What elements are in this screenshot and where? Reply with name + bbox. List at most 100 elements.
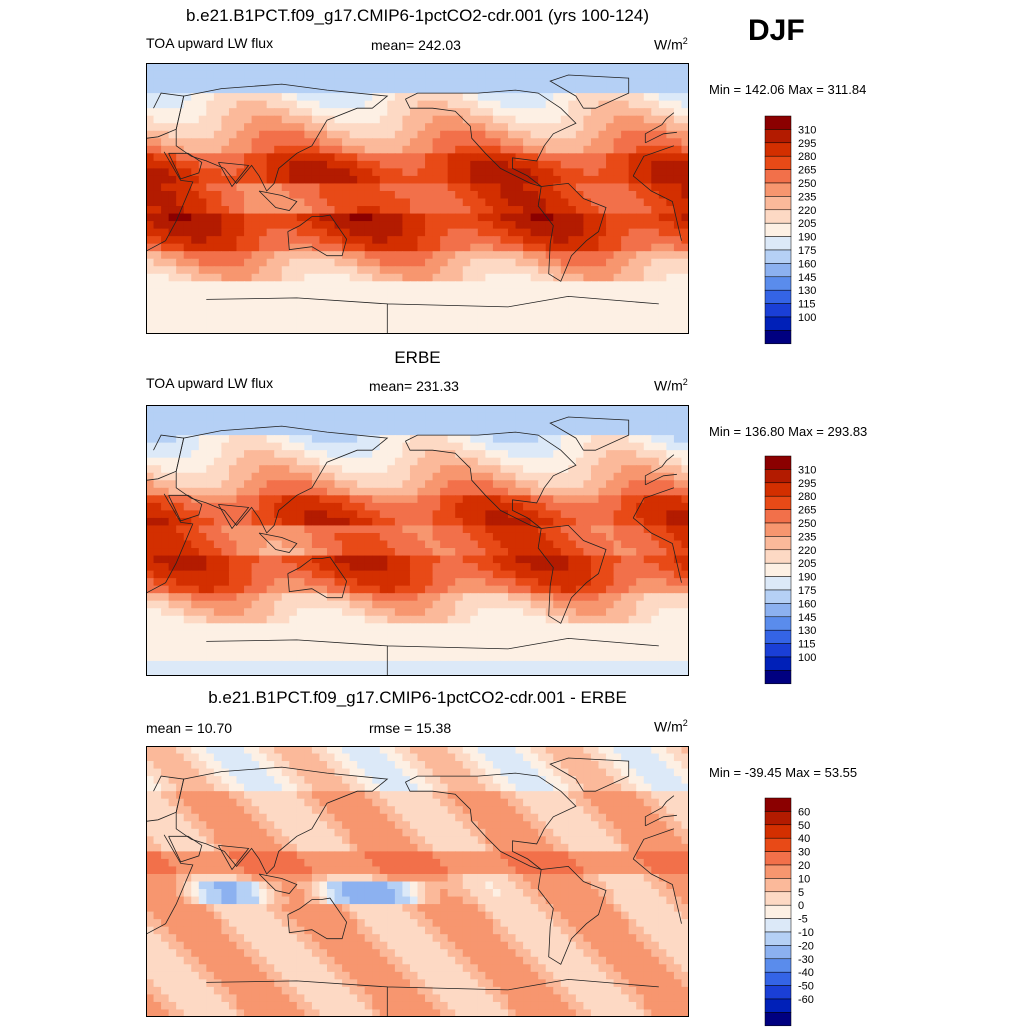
panel-1-mean: mean= 242.03 xyxy=(371,37,461,53)
colorbar-tick-label: 190 xyxy=(798,572,816,584)
colorbar-tick-label: 60 xyxy=(798,806,810,818)
colorbar-tick-label: -5 xyxy=(798,914,808,926)
colorbar-tick-label: 160 xyxy=(798,258,816,270)
coastline xyxy=(146,145,682,252)
colorbar-tick-label: 175 xyxy=(798,245,816,257)
colorbar-swatch xyxy=(764,945,792,960)
colorbar-tick-label: 130 xyxy=(798,285,816,297)
season-label: DJF xyxy=(748,14,805,47)
colorbar-tick-label: 20 xyxy=(798,860,810,872)
colorbar-swatch xyxy=(764,209,792,224)
coastline xyxy=(206,978,659,1017)
panel-3-units: W/m2 xyxy=(654,718,688,735)
colorbar-swatch xyxy=(764,643,792,658)
coastline xyxy=(218,504,250,530)
colorbar-tick-label: 115 xyxy=(798,639,816,651)
colorbar-swatch xyxy=(764,155,792,170)
colorbar-swatch xyxy=(764,115,792,130)
panel-2-title: ERBE xyxy=(394,348,441,367)
colorbar-swatch xyxy=(764,522,792,537)
coastline xyxy=(287,214,348,257)
panel-1-colorbar: 310 295 280 265 250 235 220 205 190 175 160 145 130 1… xyxy=(764,115,845,346)
panel-2-colorbar: 310 295 280 265 250 235 220 205 190 175 160 145 130 1… xyxy=(764,455,845,686)
colorbar-swatch xyxy=(764,182,792,197)
colorbar-swatch xyxy=(764,482,792,497)
colorbar-tick-label: -50 xyxy=(798,981,814,993)
colorbar-tick-label: 175 xyxy=(798,585,816,597)
colorbar-swatch xyxy=(764,797,792,812)
colorbar-swatch xyxy=(764,549,792,564)
colorbar-tick-label: 160 xyxy=(798,598,816,610)
colorbar-tick-label: 145 xyxy=(798,272,816,284)
panel-2-mean: mean= 231.33 xyxy=(369,378,459,394)
colorbar-tick-label: 220 xyxy=(798,545,816,557)
colorbar-swatch xyxy=(764,129,792,144)
colorbar-swatch xyxy=(764,142,792,157)
panel-1-title: b.e21.B1PCT.f09_g17.CMIP6-1pctCO2-cdr.00… xyxy=(185,6,650,25)
colorbar-swatch xyxy=(764,851,792,866)
colorbar-tick-label: 190 xyxy=(798,232,816,244)
colorbar-tick-label: 50 xyxy=(798,820,810,832)
colorbar-tick-label: 280 xyxy=(798,491,816,503)
coastline xyxy=(287,556,348,599)
colorbar-swatch xyxy=(764,629,792,644)
colorbar-swatch xyxy=(764,276,792,291)
coastline xyxy=(258,190,298,211)
panel-1-min-max: Min = 142.06 Max = 311.84 xyxy=(709,82,867,97)
panel-3-min-max: Min = -39.45 Max = 53.55 xyxy=(709,765,858,780)
coastline xyxy=(405,89,577,187)
panel-1-map xyxy=(146,63,689,334)
colorbar-swatch xyxy=(764,998,792,1013)
colorbar-swatch xyxy=(764,222,792,237)
colorbar-tick-label: 0 xyxy=(798,900,804,912)
coastline xyxy=(168,152,203,180)
colorbar-tick-label: 205 xyxy=(798,218,816,230)
colorbar-swatch xyxy=(764,303,792,318)
coastline xyxy=(168,494,203,522)
colorbar-swatch xyxy=(764,289,792,304)
colorbar-tick-label: 265 xyxy=(798,505,816,517)
colorbar-tick-label: -60 xyxy=(798,994,814,1006)
panel-3-map xyxy=(146,746,689,1017)
colorbar-swatch xyxy=(764,918,792,933)
colorbar-tick-label: 295 xyxy=(798,138,816,150)
coastline xyxy=(549,416,630,451)
colorbar-tick-label: 235 xyxy=(798,531,816,543)
colorbar-swatch xyxy=(764,589,792,604)
colorbar-swatch xyxy=(764,455,792,470)
colorbar-tick-label: 280 xyxy=(798,151,816,163)
colorbar-swatch xyxy=(764,958,792,973)
colorbar-swatch xyxy=(764,236,792,251)
colorbar-swatch xyxy=(764,971,792,986)
coastline xyxy=(146,828,682,935)
coastline xyxy=(206,295,659,334)
colorbar-swatch xyxy=(764,837,792,852)
colorbar-swatch xyxy=(764,316,792,331)
colorbar-swatch xyxy=(764,495,792,510)
colorbar-tick-label: 235 xyxy=(798,191,816,203)
colorbar-swatch xyxy=(764,603,792,618)
colorbar-swatch xyxy=(764,536,792,551)
colorbar-swatch xyxy=(764,904,792,919)
panel-2-variable-label: TOA upward LW flux xyxy=(146,375,274,391)
colorbar-tick-label: 100 xyxy=(798,312,816,324)
colorbar-tick-label: -30 xyxy=(798,954,814,966)
coastline xyxy=(258,532,298,553)
colorbar-tick-label: 30 xyxy=(798,847,810,859)
colorbar-swatch xyxy=(764,878,792,893)
colorbar-tick-label: 100 xyxy=(798,652,816,664)
colorbar-swatch xyxy=(764,656,792,671)
colorbar-tick-label: 205 xyxy=(798,558,816,570)
coastline xyxy=(549,757,630,792)
colorbar-tick-label: 10 xyxy=(798,873,810,885)
colorbar-swatch xyxy=(764,169,792,184)
coastline xyxy=(537,865,607,965)
colorbar-tick-label: 40 xyxy=(798,833,810,845)
colorbar-swatch xyxy=(764,891,792,906)
colorbar-tick-label: 250 xyxy=(798,178,816,190)
panel-3-colorbar: 60 50 40 30 20 10 5 0 -5 -10 -20 -30 -40 -50 -60 xyxy=(764,797,845,1028)
coastline xyxy=(218,845,250,871)
coastline xyxy=(175,766,389,875)
coastline xyxy=(175,83,389,192)
coastline xyxy=(537,182,607,282)
